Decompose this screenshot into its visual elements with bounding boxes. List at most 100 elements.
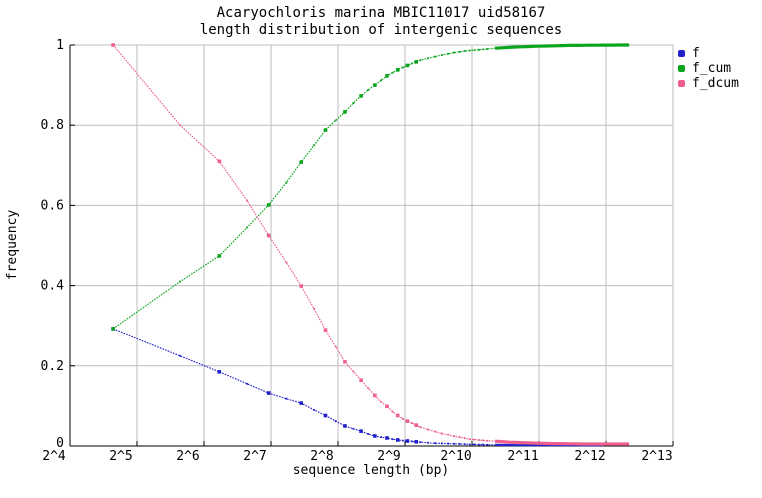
x-axis-label: sequence length (bp) bbox=[293, 463, 450, 478]
series-f-marker bbox=[395, 438, 400, 442]
series-f_cum-marker bbox=[359, 94, 363, 98]
series-f_cum-marker bbox=[427, 57, 429, 60]
series-f_cum-marker bbox=[373, 83, 377, 87]
series-f_dcum-marker bbox=[427, 428, 429, 431]
y-tick-label: 0.8 bbox=[41, 118, 64, 133]
series-f-marker bbox=[359, 429, 363, 433]
series-f-marker bbox=[380, 436, 383, 439]
series-f-marker bbox=[468, 443, 471, 446]
series-f_dcum-marker bbox=[323, 328, 328, 332]
series-f_cum-marker bbox=[468, 49, 471, 52]
series-f-marker bbox=[179, 354, 182, 357]
x-tick-label: 2^13 bbox=[641, 449, 672, 464]
series-f-marker bbox=[447, 442, 450, 445]
series-f-marker bbox=[482, 443, 485, 446]
chart-title-line2: length distribution of intergenic sequen… bbox=[199, 22, 563, 38]
x-tick-label: 2^9 bbox=[377, 449, 400, 464]
x-tick-label: 2^7 bbox=[243, 449, 266, 464]
series-f_dcum-marker bbox=[434, 430, 437, 433]
y-tick-label: 0 bbox=[56, 436, 64, 451]
x-tick-label: 2^11 bbox=[507, 449, 538, 464]
series-f-marker bbox=[414, 439, 419, 444]
series-f_cum-marker bbox=[380, 79, 383, 82]
series-f_dcum-marker bbox=[380, 400, 383, 403]
series-f_cum-marker bbox=[385, 74, 389, 78]
x-tick-label: 2^12 bbox=[574, 449, 605, 464]
x-tick-label: 2^4 bbox=[42, 449, 66, 464]
series-f_cum-marker bbox=[352, 102, 355, 105]
series-f-marker bbox=[385, 436, 389, 440]
legend-item: f_dcum bbox=[678, 76, 739, 91]
series-f-marker bbox=[441, 442, 443, 445]
series-f_cum-marker bbox=[453, 51, 455, 54]
series-f_cum-marker bbox=[478, 48, 480, 51]
series-f_dcum-tail bbox=[495, 439, 630, 446]
series-f_dcum-marker bbox=[405, 419, 410, 423]
series-f_cum-marker bbox=[405, 63, 410, 68]
series-f_dcum-marker bbox=[391, 410, 394, 413]
series-f_dcum-marker bbox=[395, 413, 400, 418]
legend-item-label: f bbox=[692, 46, 700, 61]
y-axis-label: frequency bbox=[5, 210, 20, 281]
series-f_cum-marker bbox=[395, 68, 400, 72]
series-f_dcum-marker bbox=[266, 233, 271, 238]
series-f_dcum-marker bbox=[447, 433, 450, 436]
series-f-marker bbox=[427, 441, 429, 444]
series-f_dcum-marker bbox=[352, 370, 355, 373]
series-f_cum-marker bbox=[463, 50, 466, 52]
chart-title-line1: Acaryochloris marina MBIC11017 uid58167 bbox=[216, 5, 546, 21]
series-f_dcum-marker bbox=[313, 307, 316, 310]
series-f_dcum-marker bbox=[463, 437, 466, 440]
series-f-marker bbox=[217, 370, 222, 374]
legend-item: f bbox=[678, 46, 739, 61]
series-f_dcum-marker bbox=[458, 436, 461, 439]
tick-label-layer: 2^4 2^5 2^6 2^7 2^8 2^9 2^10 2^11 2^12 2^13 0 0.2 0.… bbox=[41, 38, 673, 464]
series-f-line bbox=[112, 328, 496, 446]
y-tick-label: 1 bbox=[56, 38, 64, 53]
series-f-marker bbox=[246, 382, 249, 385]
series-f_cum-marker bbox=[434, 55, 437, 58]
series-f_dcum-marker bbox=[478, 439, 480, 441]
series-f_dcum-marker bbox=[401, 417, 404, 420]
series-f_cum-line bbox=[112, 47, 496, 330]
series-f_cum-marker bbox=[414, 60, 419, 64]
series-f_cum-marker bbox=[323, 128, 328, 132]
series-f_cum-marker bbox=[391, 71, 394, 74]
legend-marker-icon bbox=[678, 50, 685, 57]
series-f_dcum-marker bbox=[453, 435, 455, 438]
x-tick-label: 2^6 bbox=[176, 449, 199, 464]
series-f-marker bbox=[266, 391, 271, 395]
series-f_cum-marker bbox=[482, 48, 485, 51]
series-f-marker bbox=[401, 439, 404, 442]
series-f-marker bbox=[323, 413, 328, 418]
series-f_dcum-marker bbox=[246, 199, 249, 202]
series-f_dcum-marker bbox=[468, 438, 471, 441]
series-f-marker bbox=[453, 442, 455, 445]
series-f_dcum-marker bbox=[359, 378, 363, 383]
series-f_cum-marker bbox=[447, 52, 450, 55]
series-f_cum-marker bbox=[411, 62, 413, 65]
series-f_dcum-marker bbox=[385, 404, 389, 409]
series-f-marker bbox=[285, 397, 288, 400]
series-f-marker bbox=[411, 440, 413, 443]
series-f_dcum-line bbox=[112, 44, 496, 442]
series-f_cum-marker bbox=[367, 89, 370, 91]
series-f-marker bbox=[478, 443, 480, 446]
series-f-marker bbox=[486, 443, 489, 446]
series-f-marker bbox=[391, 438, 394, 441]
series-f_dcum-marker bbox=[486, 439, 489, 442]
axis-layer bbox=[69, 44, 674, 447]
series-f_cum-marker bbox=[486, 48, 489, 50]
series-f-marker bbox=[299, 401, 304, 405]
series-f_cum-marker bbox=[313, 144, 316, 147]
series-f-marker bbox=[343, 424, 347, 428]
series-f_cum-marker bbox=[266, 203, 271, 207]
series-f_dcum-marker bbox=[343, 359, 347, 364]
series-f_cum-tail bbox=[495, 43, 630, 50]
series-f-marker bbox=[352, 427, 355, 430]
series-f_dcum-marker bbox=[367, 387, 370, 390]
series-f_dcum-marker bbox=[334, 345, 337, 348]
series-f_dcum-marker bbox=[111, 43, 115, 47]
